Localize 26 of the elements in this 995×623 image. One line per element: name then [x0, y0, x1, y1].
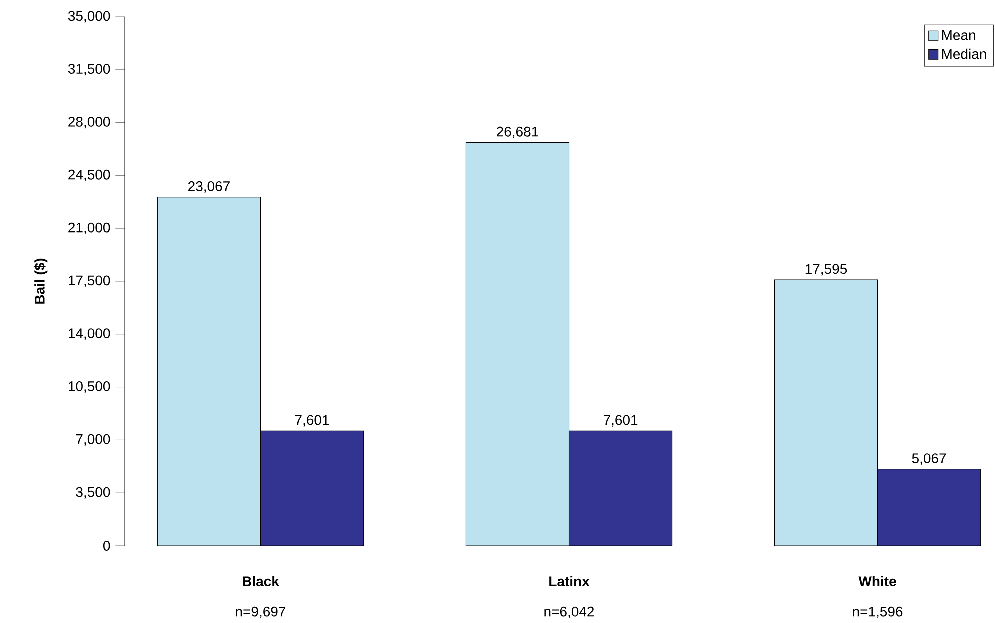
text: n=6,042 — [544, 606, 594, 618]
x-tick-label: Black — [243, 576, 280, 587]
data-label: 26,681 — [497, 126, 538, 138]
y-tick-label: 17,500 — [68, 276, 110, 288]
y-tick-label: 24,500 — [68, 170, 110, 182]
y-tick-label: 3,500 — [76, 487, 110, 499]
x-tick-label: Latinx — [550, 576, 590, 587]
y-tick-label: 28,000 — [68, 117, 110, 129]
y-axis-title: Bail ($) — [34, 258, 48, 304]
data-label: 17,595 — [806, 264, 848, 276]
text: n=9,697 — [236, 606, 286, 618]
y-tick-label: 21,000 — [68, 222, 110, 234]
y-tick-label: 14,000 — [68, 328, 110, 340]
y-tick-label: 7,000 — [76, 434, 110, 446]
y-tick-label: 0 — [104, 541, 110, 551]
data-label: 7,601 — [604, 415, 638, 427]
data-label: 23,067 — [188, 182, 230, 194]
data-label: 7,601 — [295, 415, 330, 427]
legend-label: Mean — [942, 30, 976, 40]
x-tick-label: White — [858, 576, 896, 587]
y-tick-label: 35,000 — [68, 11, 110, 23]
y-tick-label: 10,500 — [68, 382, 110, 394]
data-label: 5,067 — [912, 454, 946, 466]
text: n=1,596 — [853, 606, 903, 618]
legend-label: Median — [942, 48, 986, 60]
y-tick-label: 31,500 — [68, 64, 110, 76]
